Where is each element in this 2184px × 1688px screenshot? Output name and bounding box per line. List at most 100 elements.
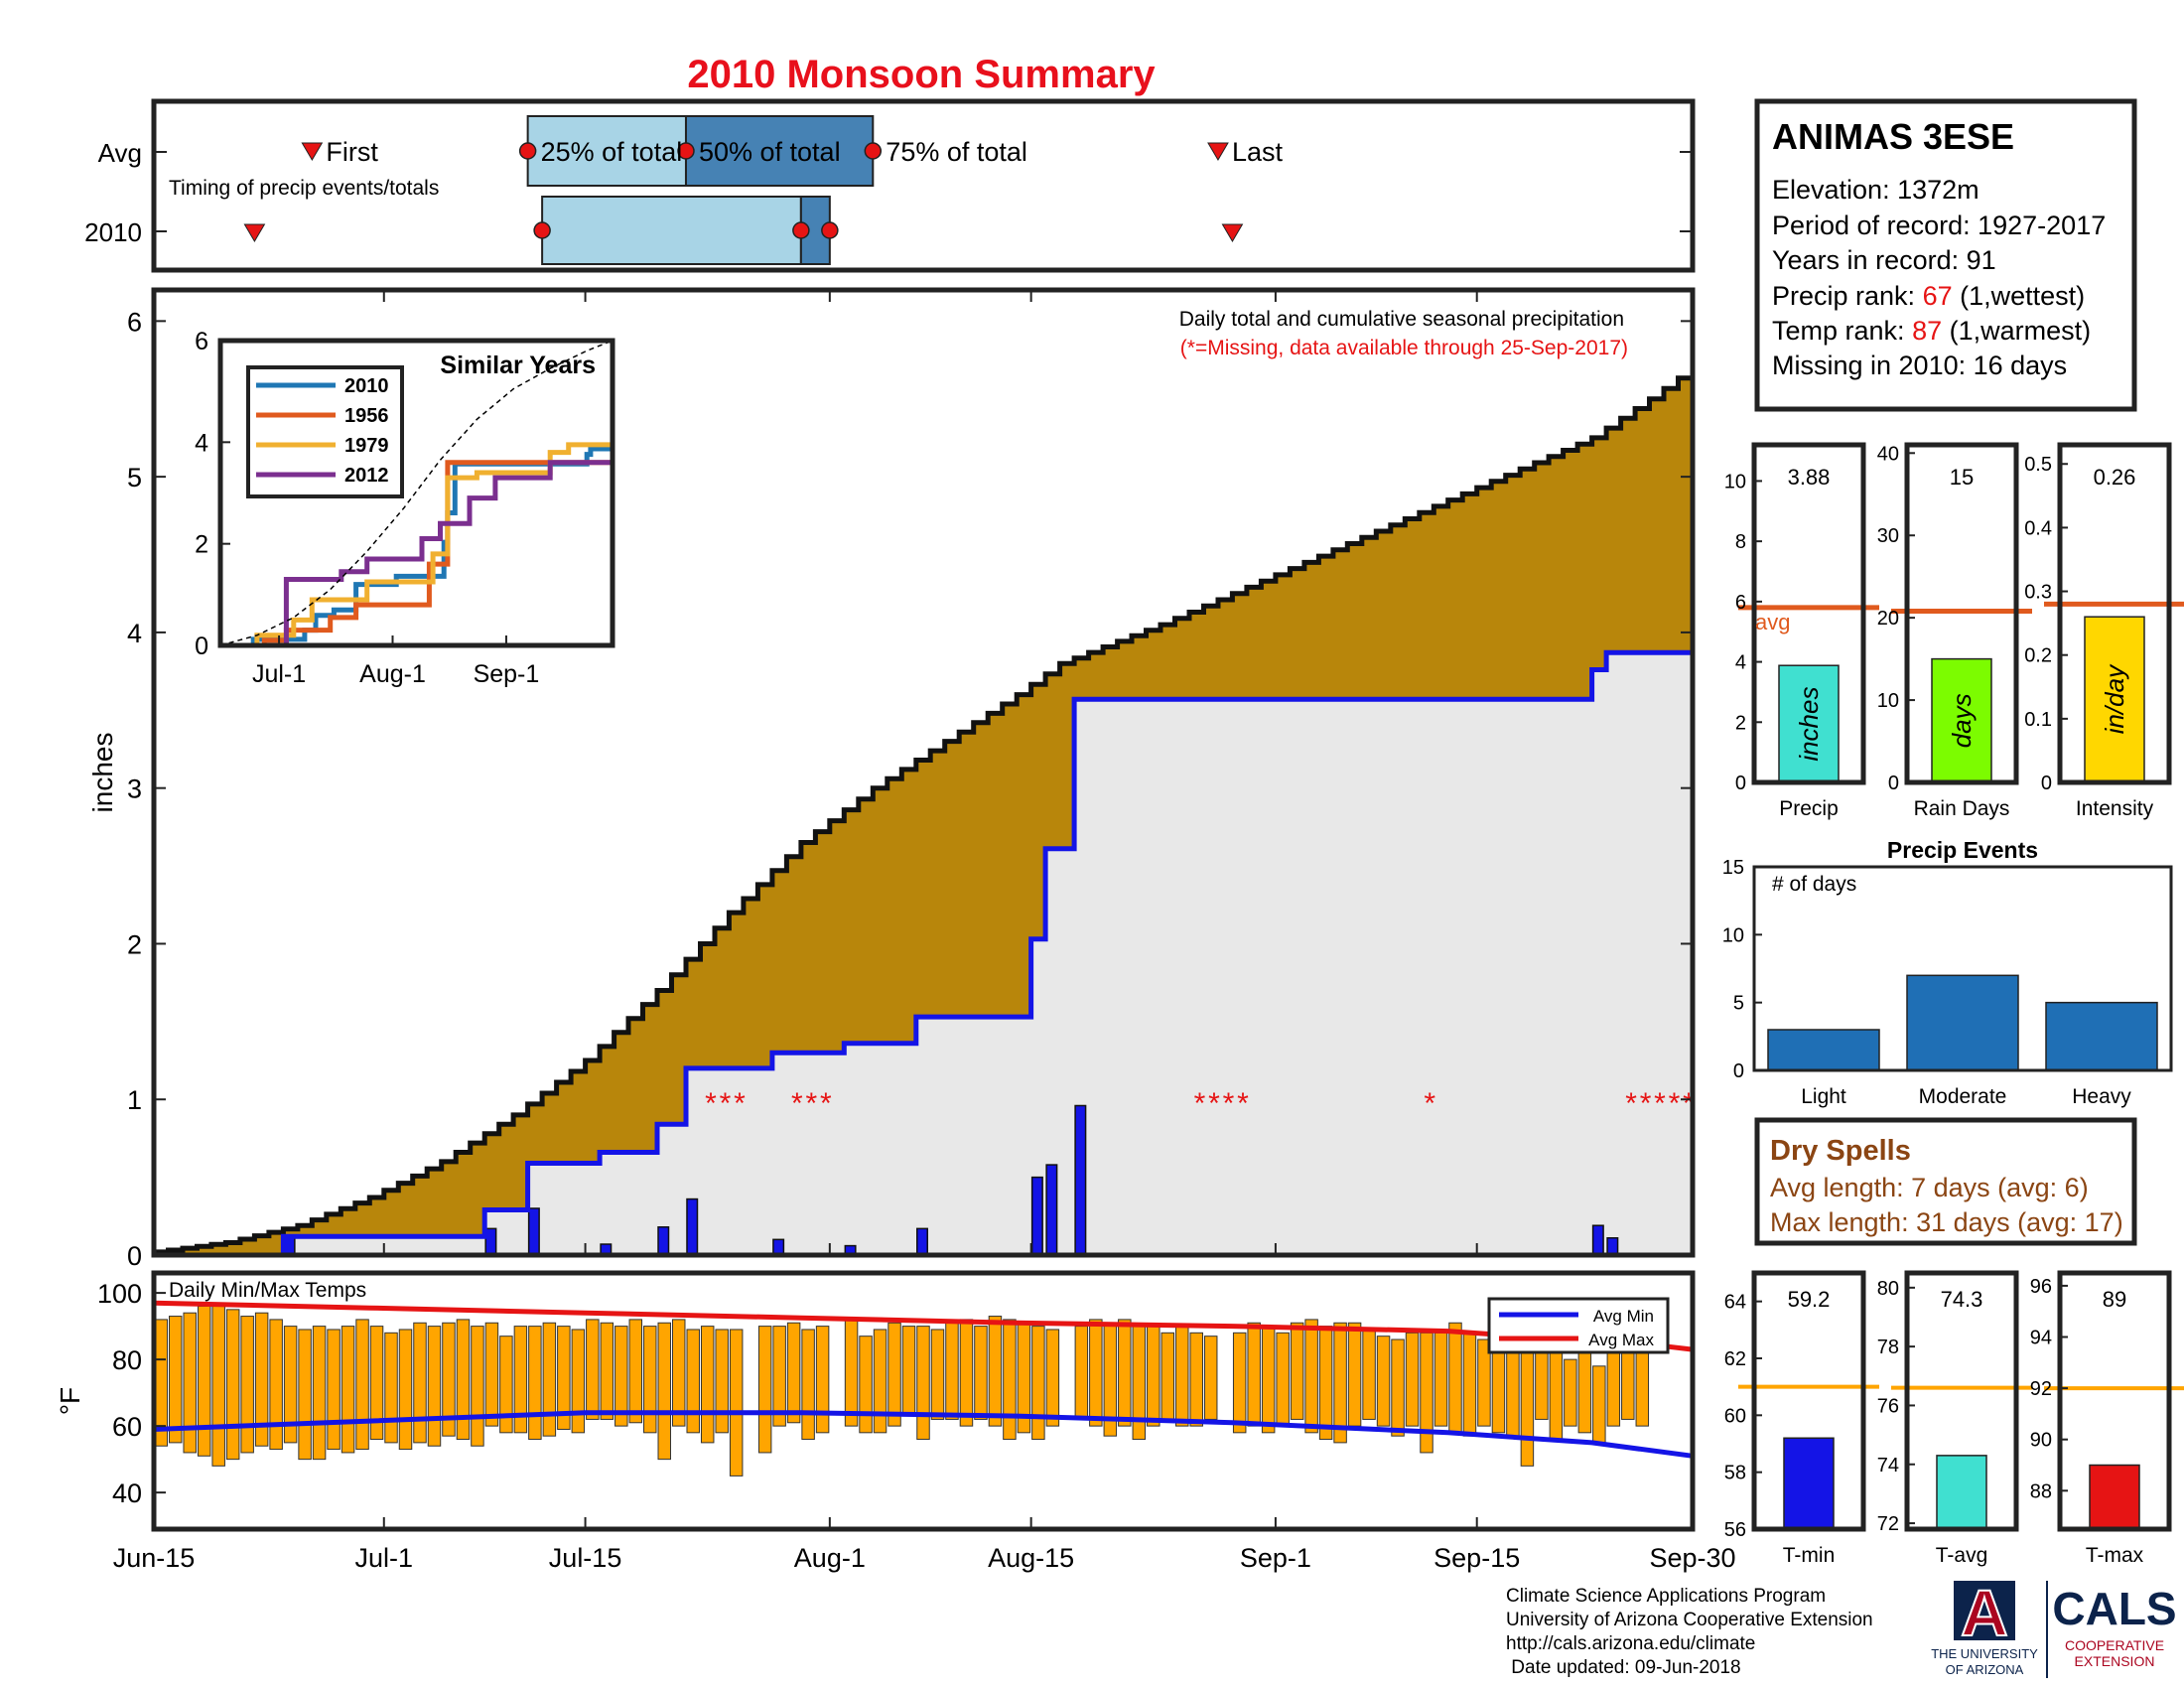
tsummary-label-0: T-min bbox=[1783, 1544, 1836, 1567]
summary-ytick-label: 30 bbox=[1877, 525, 1899, 547]
missing-marker: * bbox=[705, 1087, 717, 1120]
y2010-50pct-marker bbox=[792, 221, 810, 239]
temps-ytick-label: 100 bbox=[97, 1279, 142, 1309]
temp-range-bar bbox=[916, 1326, 930, 1441]
summary-ytick-label: 10 bbox=[1724, 471, 1746, 492]
tsummary-ytick-label: 58 bbox=[1724, 1463, 1746, 1484]
tsummary-ytick-label: 76 bbox=[1877, 1395, 1899, 1417]
temp-range-bar bbox=[1391, 1338, 1405, 1437]
timing-label-last: Last bbox=[1232, 137, 1284, 167]
temp-range-bar bbox=[1592, 1365, 1606, 1444]
series-line-1956 bbox=[220, 460, 613, 648]
summary-unit-1: days bbox=[1947, 693, 1977, 748]
temp-range-bar bbox=[1462, 1332, 1477, 1437]
daily-temps-chart: 40 60 80 100 Jun-15 Jul-1 Jul-15 Aug-1 Aug-15 Sep… bbox=[55, 1270, 1736, 1573]
xtick-label: Sep-30 bbox=[1649, 1543, 1735, 1573]
cals-line2: EXTENSION bbox=[2075, 1653, 2155, 1669]
tsummary-bar-t-max bbox=[2089, 1464, 2140, 1530]
footer-credits: Climate Science Applications Program Uni… bbox=[1506, 1586, 1873, 1678]
temp-range-bar bbox=[1448, 1322, 1462, 1434]
main-plot-frame bbox=[151, 287, 1696, 1258]
avg-reference-line bbox=[219, 340, 614, 646]
daily-precip-bar bbox=[1591, 1224, 1604, 1256]
legend-label-1979: 1979 bbox=[344, 435, 389, 457]
temperature-summary-bars: 59.2 T-min 56 58 60 62 64 74.3 T-avg 72 74 76 78 80 89… bbox=[1724, 1270, 2184, 1567]
daily-precip-bar bbox=[1074, 1104, 1087, 1256]
tsummary-ytick-label: 64 bbox=[1724, 1292, 1746, 1314]
xtick-label: Jun-15 bbox=[113, 1543, 196, 1573]
xtick-label: Jul-15 bbox=[549, 1543, 622, 1573]
timing-frame bbox=[151, 98, 1696, 273]
missing-marker: * bbox=[1237, 1087, 1249, 1120]
temps-ytick-label: 80 bbox=[112, 1345, 142, 1375]
main-ylabel: inches bbox=[87, 733, 118, 813]
temp-range-bar bbox=[557, 1326, 571, 1430]
temp-range-bar bbox=[456, 1319, 471, 1441]
event-label-light: Light bbox=[1801, 1085, 1846, 1108]
temp-range-bar bbox=[1549, 1351, 1564, 1441]
temp-range-bar bbox=[1003, 1319, 1017, 1441]
precip-rank-value: 67 bbox=[1923, 281, 1953, 311]
temp-range-bar bbox=[988, 1316, 1003, 1427]
temp-range-bar bbox=[1089, 1319, 1103, 1427]
avg-25pct-marker bbox=[518, 142, 537, 160]
timing-label-75pct: 75% of total bbox=[886, 137, 1027, 167]
missing-marker: * bbox=[791, 1087, 803, 1120]
summary-ytick-label: 6 bbox=[1735, 592, 1746, 614]
summary-ytick-label: 40 bbox=[1877, 443, 1899, 465]
temp-range-bar bbox=[571, 1329, 586, 1434]
summary-ytick-label: 0 bbox=[1735, 773, 1746, 794]
summary-ytick-label: 4 bbox=[1735, 652, 1746, 674]
temp-range-bar bbox=[484, 1322, 499, 1427]
y2010-box-25-50 bbox=[541, 196, 802, 265]
events-ytick-label: 0 bbox=[1733, 1060, 1744, 1082]
y2010-last-marker bbox=[1221, 223, 1244, 242]
tsummary-value-1: 74.3 bbox=[1941, 1287, 1983, 1312]
xtick-label: Jul-1 bbox=[355, 1543, 414, 1573]
temp-range-bar bbox=[1405, 1332, 1420, 1427]
dry-spells-frame bbox=[1754, 1117, 2137, 1246]
temp-range-bar bbox=[298, 1329, 312, 1461]
station-info-box: ANIMAS 3ESE Elevation: 1372m Period of r… bbox=[1754, 98, 2137, 412]
timing-row-label-2010: 2010 bbox=[84, 217, 142, 247]
missing-marker: * bbox=[1654, 1087, 1666, 1120]
inset-ytick-label: 0 bbox=[195, 633, 208, 660]
temp-range-bar bbox=[1304, 1319, 1318, 1434]
inset-xtick-label: Jul-1 bbox=[252, 660, 306, 688]
temp-range-bar bbox=[887, 1322, 901, 1427]
summary-ytick-label: 20 bbox=[1877, 608, 1899, 630]
avg-last-marker bbox=[1207, 142, 1229, 161]
event-label-moderate: Moderate bbox=[1919, 1085, 2007, 1108]
avg-50pct-marker bbox=[677, 142, 695, 160]
summary-label-0: Precip bbox=[1779, 797, 1839, 820]
temp-range-bar bbox=[1420, 1332, 1433, 1454]
temp-range-bar bbox=[1147, 1326, 1160, 1427]
daily-precip-bar bbox=[527, 1207, 540, 1256]
tsummary-bar-t-min bbox=[1783, 1437, 1835, 1530]
temps-legend: Avg Min Avg Max bbox=[1487, 1297, 1670, 1354]
temp-range-bar bbox=[1189, 1332, 1203, 1427]
summary-frame-0 bbox=[1751, 442, 1866, 785]
temp-range-bar bbox=[873, 1329, 887, 1434]
temp-rank-value: 87 bbox=[1912, 316, 1942, 346]
temp-range-bar bbox=[442, 1322, 456, 1437]
cals-logo: CALS bbox=[2052, 1583, 2176, 1634]
daily-precip-bar bbox=[686, 1197, 699, 1256]
summary-unit-0: inches bbox=[1794, 687, 1824, 762]
xtick-label: Sep-1 bbox=[1240, 1543, 1311, 1573]
temp-range-bar bbox=[600, 1322, 614, 1420]
temp-range-bar bbox=[427, 1326, 442, 1447]
events-frame bbox=[1752, 865, 2173, 1072]
footer-line-2: University of Arizona Cooperative Extens… bbox=[1506, 1610, 1873, 1630]
missing-marker: * bbox=[1625, 1087, 1637, 1120]
missing-marker: * bbox=[806, 1087, 818, 1120]
temp-range-bar bbox=[1564, 1358, 1577, 1427]
xtick-label: Sep-15 bbox=[1433, 1543, 1520, 1573]
temp-range-bar bbox=[1635, 1351, 1650, 1427]
timing-label-first: First bbox=[326, 137, 378, 167]
station-missing: Missing in 2010: 16 days bbox=[1772, 351, 2067, 380]
precip-events-chart: Precip Events Light Moderate Heavy 051015 … bbox=[1722, 837, 2173, 1108]
event-bar-moderate bbox=[1906, 974, 2019, 1071]
summary-value-1: 15 bbox=[1950, 465, 1974, 490]
summary-ytick-label: 0.5 bbox=[2024, 454, 2052, 476]
